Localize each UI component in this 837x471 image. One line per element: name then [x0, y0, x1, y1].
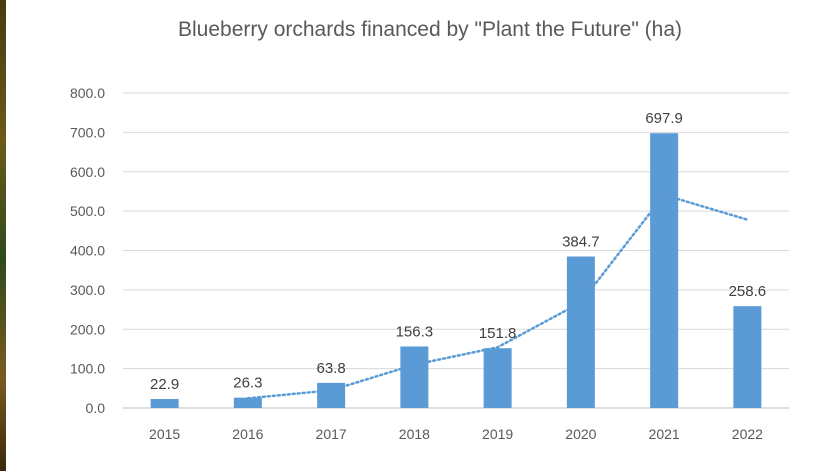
- y-tick-label: 700.0: [70, 124, 105, 140]
- data-label: 384.7: [562, 234, 600, 251]
- data-label: 258.6: [729, 283, 767, 300]
- bar-2022: [733, 306, 762, 408]
- trendline: [246, 193, 749, 400]
- y-axis: 0.0 100.0 200.0 300.0 400.0 500.0 600.0 700.0 80…: [70, 85, 105, 416]
- bar-2021: [650, 133, 679, 408]
- bar-2015: [150, 398, 179, 408]
- bars: [150, 133, 762, 408]
- y-tick-label: 600.0: [70, 164, 105, 180]
- moving-average-trendline: [246, 193, 749, 400]
- y-tick-label: 800.0: [70, 85, 105, 101]
- data-label: 697.9: [645, 110, 683, 127]
- data-label: 26.3: [233, 375, 262, 392]
- y-tick-label: 500.0: [70, 203, 105, 219]
- bar-2019: [483, 348, 512, 408]
- background-photo-edge: [0, 0, 6, 471]
- x-tick-label: 2017: [316, 426, 347, 442]
- y-tick-label: 300.0: [70, 282, 105, 298]
- y-tick-label: 200.0: [70, 321, 105, 337]
- bar-2016: [233, 397, 262, 408]
- bar-2018: [400, 346, 429, 408]
- x-tick-label: 2021: [649, 426, 680, 442]
- data-label: 63.8: [317, 360, 346, 377]
- y-tick-label: 400.0: [70, 243, 105, 259]
- data-label: 156.3: [396, 323, 434, 340]
- bar-2020: [566, 256, 595, 408]
- data-labels: 22.9 26.3 63.8 156.3 151.8 384.7 697.9 258.6: [150, 110, 766, 393]
- y-tick-label: 100.0: [70, 361, 105, 377]
- data-label: 151.8: [479, 325, 517, 342]
- x-tick-label: 2016: [232, 426, 263, 442]
- x-tick-label: 2020: [565, 426, 596, 442]
- gridlines: [123, 92, 789, 409]
- y-tick-label: 0.0: [86, 400, 106, 416]
- x-tick-label: 2015: [149, 426, 180, 442]
- x-tick-label: 2019: [482, 426, 513, 442]
- x-axis: 2015 2016 2017 2018 2019 2020 2021 2022: [149, 426, 763, 442]
- bar-2017: [317, 382, 346, 408]
- data-label: 22.9: [150, 376, 179, 393]
- chart-title: Blueberry orchards financed by "Plant th…: [178, 18, 682, 41]
- x-tick-label: 2018: [399, 426, 430, 442]
- x-tick-label: 2022: [732, 426, 763, 442]
